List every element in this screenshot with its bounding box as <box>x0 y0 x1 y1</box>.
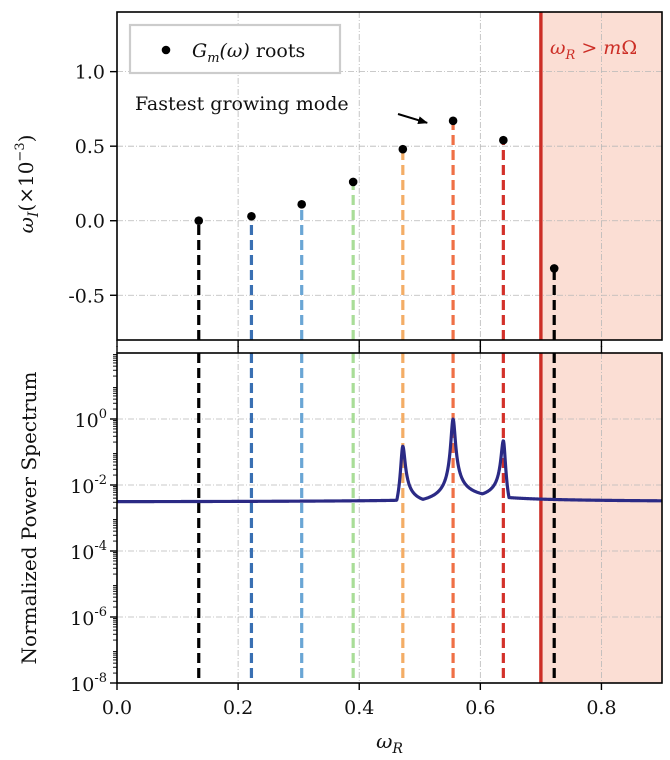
bottom-y-tick-label: 10-8 <box>70 671 107 696</box>
bottom-y-tick-label: 10-2 <box>70 473 107 498</box>
top-y-axis-label: ωI(×10−3) <box>13 135 42 234</box>
top-y-tick-label: 0.5 <box>75 136 105 158</box>
root-point-5 <box>448 116 458 126</box>
root-point-6 <box>499 135 508 145</box>
bottom-y-tick-label: 10-6 <box>70 605 107 630</box>
bottom-y-tick-label: 10-4 <box>70 539 107 564</box>
x-tick-label: 0.2 <box>223 697 253 719</box>
legend-label: Gm(ω) roots <box>192 40 305 66</box>
bottom-plot-area <box>117 353 662 683</box>
root-point-1 <box>247 211 256 221</box>
region-label: ωR > mΩ <box>550 37 637 63</box>
root-point-0 <box>194 216 204 226</box>
fastest-mode-annotation: Fastest growing mode <box>135 93 349 115</box>
root-point-7 <box>549 264 559 273</box>
top-plot-frame <box>116 11 663 341</box>
x-tick-label: 0.0 <box>102 697 132 719</box>
legend-marker <box>161 45 171 55</box>
top-plot-area <box>197 120 556 340</box>
root-point-4 <box>398 144 408 154</box>
top-y-tick-label: -0.5 <box>68 285 105 307</box>
x-tick-label: 0.4 <box>344 697 374 719</box>
power-spectrum-line <box>117 417 662 504</box>
annotation-arrow <box>397 113 429 125</box>
x-tick-label: 0.6 <box>465 697 495 719</box>
x-axis-label: ωR <box>376 729 403 757</box>
top-y-tick-label: 0.0 <box>75 211 105 233</box>
bottom-y-tick-label: 100 <box>75 407 107 432</box>
x-tick-label: 0.8 <box>586 697 616 719</box>
top-y-tick-label: 1.0 <box>75 62 105 84</box>
bottom-plot-frame <box>116 352 663 684</box>
bottom-y-axis-label: Normalized Power Spectrum <box>17 372 41 665</box>
root-point-2 <box>297 200 306 209</box>
root-point-3 <box>348 177 358 187</box>
top-unstable-region <box>540 12 662 340</box>
